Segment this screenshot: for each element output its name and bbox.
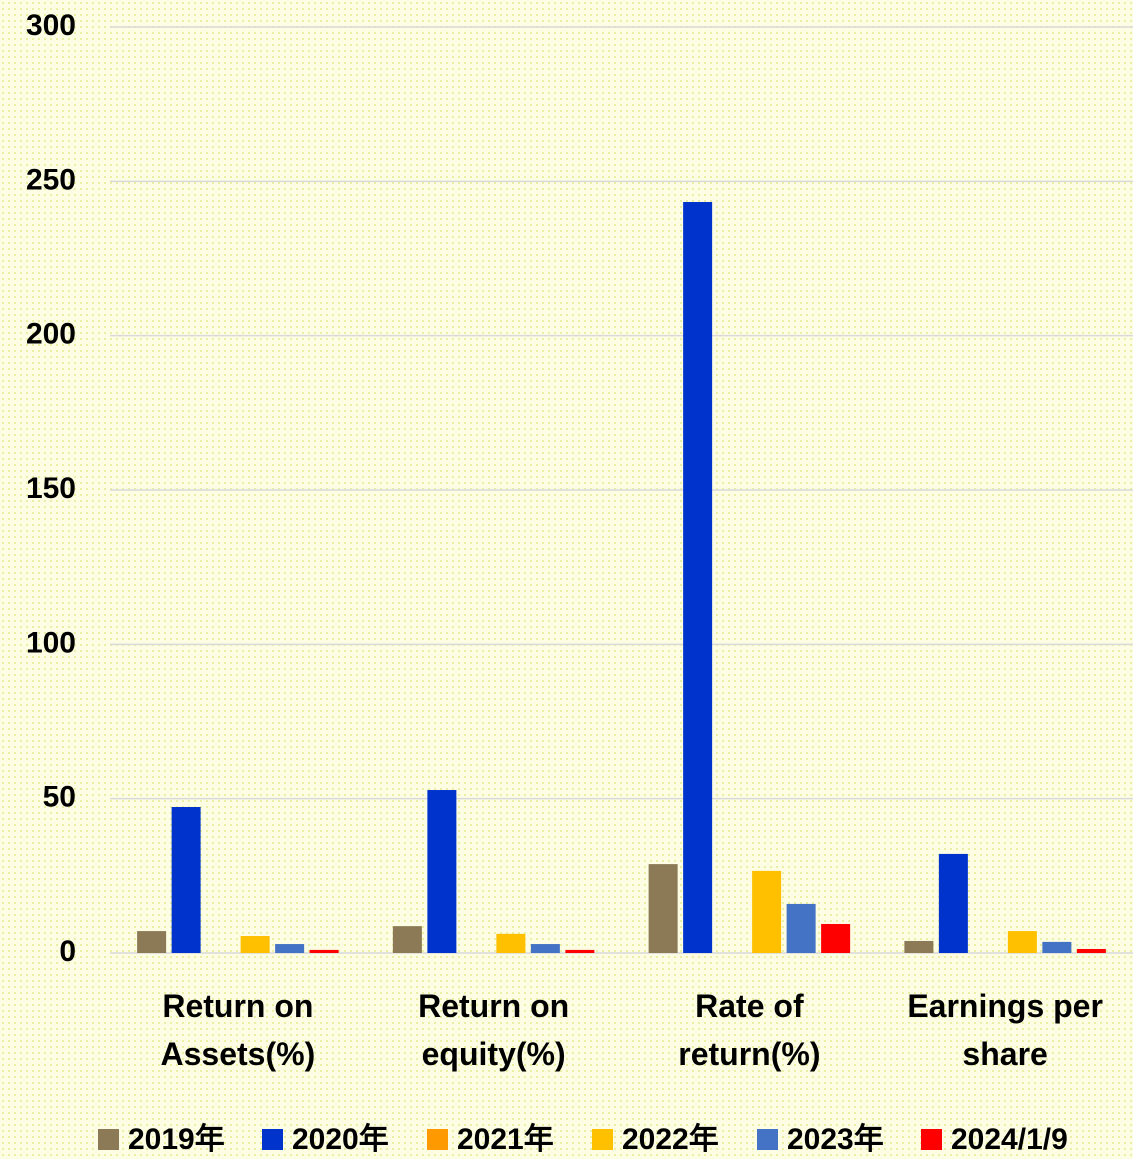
- bar: [392, 926, 422, 953]
- legend-swatch: [427, 1129, 448, 1150]
- bar: [171, 807, 201, 953]
- legend-label: 2019年: [128, 1123, 225, 1156]
- x-tick-label: Return on equity(%): [418, 988, 570, 1072]
- bar: [530, 944, 560, 953]
- bar: [427, 790, 457, 953]
- bar: [648, 864, 678, 953]
- legend-label: 2021年: [457, 1123, 554, 1156]
- bar: [1076, 948, 1106, 953]
- legend-swatch: [757, 1129, 778, 1150]
- x-tick-label: Earnings per share: [907, 988, 1103, 1072]
- legend-swatch: [262, 1129, 283, 1150]
- legend-swatch: [592, 1129, 613, 1150]
- x-tick-label: Return on Assets(%): [160, 988, 316, 1072]
- y-tick-label: 300: [26, 9, 76, 42]
- legend-label: 2024/1/9: [951, 1123, 1068, 1156]
- bar: [137, 931, 167, 953]
- y-tick-label: 250: [26, 163, 76, 196]
- y-tick-label: 200: [26, 318, 76, 351]
- bar: [938, 853, 968, 953]
- legend-label: 2020年: [292, 1123, 389, 1156]
- bar: [752, 870, 782, 953]
- bar: [1042, 941, 1072, 953]
- bar: [565, 949, 595, 953]
- bar: [309, 949, 339, 953]
- bar: [786, 903, 816, 953]
- bar: [496, 933, 526, 953]
- legend-swatch: [98, 1129, 119, 1150]
- bar: [904, 940, 934, 953]
- bar: [821, 923, 851, 953]
- y-tick-label: 100: [26, 626, 76, 659]
- legend-label: 2022年: [622, 1123, 719, 1156]
- y-tick-label: 50: [43, 781, 76, 814]
- bar: [275, 944, 305, 953]
- bar: [683, 202, 713, 954]
- x-tick-label: Rate of return(%): [678, 988, 821, 1072]
- y-tick-label: 150: [26, 472, 76, 505]
- bar: [240, 936, 270, 953]
- bar: [1007, 931, 1037, 953]
- legend-label: 2023年: [787, 1123, 884, 1156]
- legend-swatch: [921, 1129, 942, 1150]
- y-tick-label: 0: [59, 935, 76, 968]
